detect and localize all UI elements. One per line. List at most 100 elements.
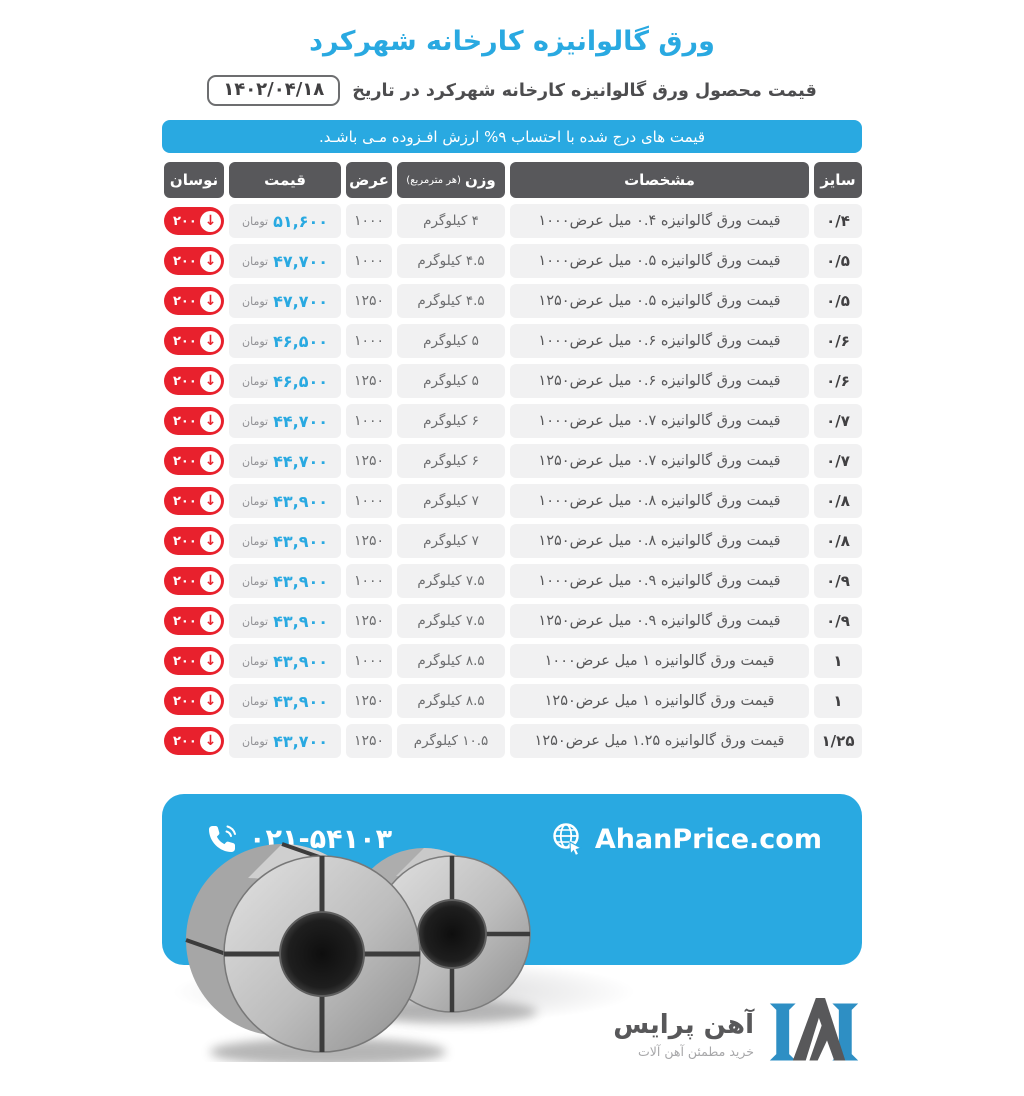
change-badge: ↓ ۲۰۰ [164, 607, 224, 635]
header-price: قیمت [229, 162, 341, 198]
change-value: ۲۰۰ [173, 293, 197, 309]
weight-cell: ۵ کیلوگرم [397, 324, 505, 358]
price-value: ۴۳,۹۰۰ [273, 611, 328, 631]
change-value: ۲۰۰ [173, 533, 197, 549]
weight-cell: ۵ کیلوگرم [397, 364, 505, 398]
brand-title: آهن پرایس [613, 1009, 754, 1040]
width-cell: ۱۲۵۰ [346, 524, 392, 558]
change-value: ۲۰۰ [173, 333, 197, 349]
website-link[interactable]: AhanPrice.com [550, 822, 822, 856]
arrow-down-icon: ↓ [200, 210, 221, 232]
price-cell: ۴۳,۹۰۰ تومان [229, 524, 341, 558]
price-value: ۴۳,۷۰۰ [273, 731, 328, 751]
price-unit: تومان [242, 694, 269, 708]
table-row: ۰/۹ قیمت ورق گالوانیزه ۰.۹ میل عرض۱۲۵۰ ۷… [162, 604, 862, 638]
arrow-down-icon: ↓ [200, 290, 221, 312]
phone-icon [206, 823, 238, 855]
table-header-row: سایز مشخصات وزن (هر مترمربع) عرض قیمت نو… [162, 162, 862, 198]
change-value: ۲۰۰ [173, 373, 197, 389]
change-badge: ↓ ۲۰۰ [164, 527, 224, 555]
price-cell: ۴۳,۹۰۰ تومان [229, 564, 341, 598]
spec-cell: قیمت ورق گالوانیزه ۰.۵ میل عرض۱۲۵۰ [510, 284, 809, 318]
change-value: ۲۰۰ [173, 253, 197, 269]
change-value: ۲۰۰ [173, 613, 197, 629]
size-cell: ۰/۹ [814, 564, 862, 598]
change-value: ۲۰۰ [173, 493, 197, 509]
width-cell: ۱۰۰۰ [346, 404, 392, 438]
change-value: ۲۰۰ [173, 733, 197, 749]
price-unit: تومان [242, 614, 269, 628]
date-badge: ۱۴۰۲/۰۴/۱۸ [207, 75, 341, 106]
size-cell: ۰/۹ [814, 604, 862, 638]
table-row: ۰/۴ قیمت ورق گالوانیزه ۰.۴ میل عرض۱۰۰۰ ۴… [162, 204, 862, 238]
weight-cell: ۷.۵ کیلوگرم [397, 604, 505, 638]
size-cell: ۰/۸ [814, 484, 862, 518]
weight-cell: ۷ کیلوگرم [397, 484, 505, 518]
change-badge: ↓ ۲۰۰ [164, 567, 224, 595]
price-unit: تومان [242, 454, 269, 468]
change-value: ۲۰۰ [173, 213, 197, 229]
arrow-down-icon: ↓ [200, 490, 221, 512]
price-cell: ۴۶,۵۰۰ تومان [229, 324, 341, 358]
change-value: ۲۰۰ [173, 693, 197, 709]
ahanprice-logo-icon [768, 990, 860, 1078]
weight-cell: ۷ کیلوگرم [397, 524, 505, 558]
size-cell: ۰/۶ [814, 364, 862, 398]
price-unit: تومان [242, 414, 269, 428]
globe-icon [550, 822, 584, 856]
change-value: ۲۰۰ [173, 573, 197, 589]
width-cell: ۱۲۵۰ [346, 604, 392, 638]
header-size: سایز [814, 162, 862, 198]
arrow-down-icon: ↓ [200, 330, 221, 352]
spec-cell: قیمت ورق گالوانیزه ۰.۷ میل عرض۱۲۵۰ [510, 444, 809, 478]
spec-cell: قیمت ورق گالوانیزه ۰.۹ میل عرض۱۲۵۰ [510, 604, 809, 638]
price-cell: ۴۳,۹۰۰ تومان [229, 684, 341, 718]
width-cell: ۱۰۰۰ [346, 204, 392, 238]
website-label: AhanPrice.com [594, 823, 822, 855]
table-body: ۰/۴ قیمت ورق گالوانیزه ۰.۴ میل عرض۱۰۰۰ ۴… [162, 204, 862, 758]
price-value: ۵۱,۶۰۰ [273, 211, 328, 231]
footer-card: ۰۲۱-۵۴۱۰۳ AhanPrice.com [152, 794, 862, 1062]
spec-cell: قیمت ورق گالوانیزه ۱ میل عرض۱۲۵۰ [510, 684, 809, 718]
arrow-down-icon: ↓ [200, 690, 221, 712]
table-row: ۱ قیمت ورق گالوانیزه ۱ میل عرض۱۰۰۰ ۸.۵ ک… [162, 644, 862, 678]
change-value: ۲۰۰ [173, 413, 197, 429]
price-cell: ۵۱,۶۰۰ تومان [229, 204, 341, 238]
price-value: ۴۷,۷۰۰ [273, 251, 328, 271]
width-cell: ۱۰۰۰ [346, 564, 392, 598]
width-cell: ۱۲۵۰ [346, 284, 392, 318]
price-value: ۴۳,۹۰۰ [273, 651, 328, 671]
header-width: عرض [346, 162, 392, 198]
price-unit: تومان [242, 374, 269, 388]
price-value: ۴۷,۷۰۰ [273, 291, 328, 311]
spec-cell: قیمت ورق گالوانیزه ۰.۷ میل عرض۱۰۰۰ [510, 404, 809, 438]
table-row: ۰/۸ قیمت ورق گالوانیزه ۰.۸ میل عرض۱۲۵۰ ۷… [162, 524, 862, 558]
weight-cell: ۶ کیلوگرم [397, 444, 505, 478]
change-badge: ↓ ۲۰۰ [164, 447, 224, 475]
spec-cell: قیمت ورق گالوانیزه ۰.۸ میل عرض۱۲۵۰ [510, 524, 809, 558]
size-cell: ۱ [814, 684, 862, 718]
price-value: ۴۴,۷۰۰ [273, 451, 328, 471]
width-cell: ۱۲۵۰ [346, 724, 392, 758]
price-value: ۴۶,۵۰۰ [273, 331, 328, 351]
spec-cell: قیمت ورق گالوانیزه ۰.۶ میل عرض۱۲۵۰ [510, 364, 809, 398]
arrow-down-icon: ↓ [200, 730, 221, 752]
price-value: ۴۳,۹۰۰ [273, 691, 328, 711]
arrow-down-icon: ↓ [200, 610, 221, 632]
brand-logo: آهن پرایس خرید مطمئن آهن آلات [613, 990, 860, 1078]
change-badge: ↓ ۲۰۰ [164, 207, 224, 235]
price-unit: تومان [242, 654, 269, 668]
weight-cell: ۶ کیلوگرم [397, 404, 505, 438]
table-row: ۰/۷ قیمت ورق گالوانیزه ۰.۷ میل عرض۱۲۵۰ ۶… [162, 444, 862, 478]
weight-cell: ۷.۵ کیلوگرم [397, 564, 505, 598]
price-unit: تومان [242, 334, 269, 348]
spec-cell: قیمت ورق گالوانیزه ۰.۹ میل عرض۱۰۰۰ [510, 564, 809, 598]
table-row: ۱ قیمت ورق گالوانیزه ۱ میل عرض۱۲۵۰ ۸.۵ ک… [162, 684, 862, 718]
header-change: نوسان [164, 162, 224, 198]
change-badge: ↓ ۲۰۰ [164, 367, 224, 395]
spec-cell: قیمت ورق گالوانیزه ۰.۸ میل عرض۱۰۰۰ [510, 484, 809, 518]
footer-contact-row: ۰۲۱-۵۴۱۰۳ AhanPrice.com [162, 794, 862, 856]
table-row: ۱/۲۵ قیمت ورق گالوانیزه ۱.۲۵ میل عرض۱۲۵۰… [162, 724, 862, 758]
price-cell: ۴۴,۷۰۰ تومان [229, 404, 341, 438]
header-weight-sub: (هر مترمربع) [406, 174, 461, 186]
